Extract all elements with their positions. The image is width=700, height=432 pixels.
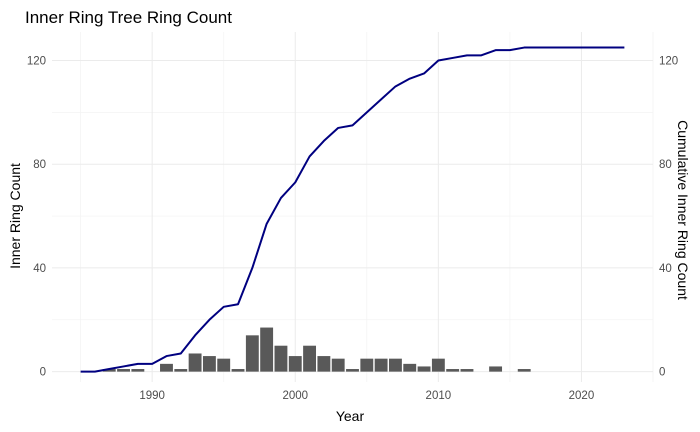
bar bbox=[102, 369, 116, 372]
bar bbox=[446, 369, 460, 372]
y-tick-label: 40 bbox=[33, 263, 46, 275]
y-tick-label: 0 bbox=[40, 367, 46, 379]
gridlines bbox=[52, 32, 654, 382]
chart-title: Inner Ring Tree Ring Count bbox=[25, 8, 232, 27]
bar bbox=[245, 335, 259, 372]
bar bbox=[346, 369, 359, 372]
bar bbox=[417, 366, 431, 372]
bar bbox=[117, 369, 130, 372]
bar bbox=[188, 353, 202, 372]
x-tick-label: 2020 bbox=[569, 390, 595, 402]
bar bbox=[374, 358, 388, 372]
bar bbox=[360, 358, 374, 372]
bar bbox=[217, 358, 231, 372]
bar bbox=[517, 369, 531, 372]
y-axis-title: Inner Ring Count bbox=[7, 163, 23, 269]
y2-tick-label: 40 bbox=[659, 263, 672, 275]
line-series bbox=[80, 46, 625, 373]
bar bbox=[317, 356, 331, 372]
bar bbox=[388, 358, 402, 372]
bar bbox=[460, 369, 474, 372]
y2-tick-label: 120 bbox=[659, 56, 678, 68]
y2-tick-label: 80 bbox=[659, 159, 672, 171]
bar bbox=[331, 358, 345, 372]
bar bbox=[403, 363, 417, 372]
cumulative-line bbox=[80, 46, 625, 373]
bar bbox=[274, 345, 288, 372]
bar bbox=[288, 356, 302, 372]
bar bbox=[431, 358, 445, 372]
y-tick-label: 80 bbox=[33, 159, 46, 171]
bar bbox=[303, 345, 317, 372]
bar bbox=[260, 327, 274, 372]
bar bbox=[202, 356, 216, 372]
bar-series bbox=[102, 327, 531, 372]
x-tick-label: 2010 bbox=[426, 390, 452, 402]
bar bbox=[131, 369, 145, 372]
x-tick-label: 1990 bbox=[139, 390, 165, 402]
bar bbox=[160, 363, 173, 372]
axis-ticks: 1990 2000 2010 2020 0 0 40 40 80 80 120 120 bbox=[27, 56, 678, 402]
y2-tick-label: 0 bbox=[659, 367, 665, 379]
bar bbox=[174, 369, 188, 372]
x-tick-label: 2000 bbox=[282, 390, 308, 402]
y2-axis-title: Cumulative Inner Ring Count bbox=[675, 120, 691, 300]
y-tick-label: 120 bbox=[27, 56, 46, 68]
bar bbox=[489, 366, 503, 372]
bar bbox=[231, 369, 245, 372]
x-axis-title: Year bbox=[336, 408, 365, 424]
